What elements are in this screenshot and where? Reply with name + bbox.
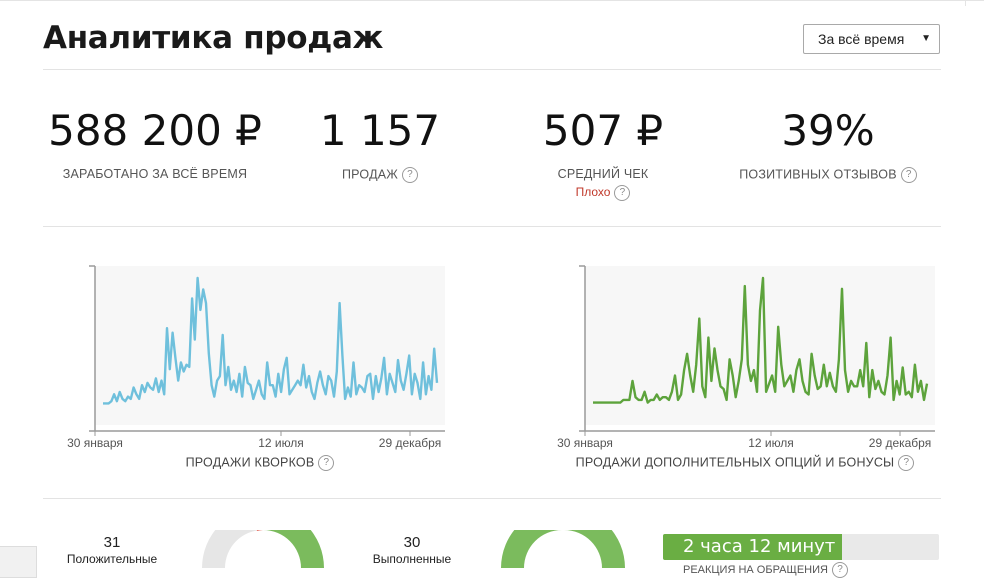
help-icon[interactable]: ? (900, 167, 917, 183)
response-time-label: РЕАКЦИЯ НА ОБРАЩЕНИЯ? (683, 562, 848, 578)
response-time-value: 2 часа 12 минут (683, 536, 836, 557)
kworks-series-line (103, 276, 439, 405)
positive-count: 31 (103, 534, 121, 551)
stat-earned-value: 588 200 ₽ (48, 106, 262, 155)
divider-header (43, 69, 941, 70)
done-label: Выполненные (372, 552, 452, 566)
help-icon[interactable]: ? (614, 185, 631, 201)
positive-label: Положительные (66, 552, 158, 566)
top-border-tick (965, 0, 966, 6)
period-select[interactable]: За всё время ▼ (803, 24, 940, 54)
kworks-sales-chart: 30 января 12 июля 29 декабря (67, 265, 445, 450)
stat-sales: 1 157 ПРОДАЖ? (265, 110, 495, 183)
kworks-x-tick-label: 30 января (67, 436, 123, 450)
response-time-fill (663, 534, 843, 560)
help-icon[interactable]: ? (318, 455, 335, 471)
stat-avg-check-rating: Плохо? (488, 185, 718, 201)
kworks-sales-caption: ПРОДАЖИ КВОРКОВ? (60, 455, 460, 471)
options-sales-caption: ПРОДАЖИ ДОПОЛНИТЕЛЬНЫХ ОПЦИЙ И БОНУСЫ? (540, 455, 950, 471)
stat-avg-check-value: 507 ₽ (542, 106, 664, 155)
stat-sales-value: 1 157 (319, 106, 441, 155)
kworks-plot-area (95, 266, 445, 425)
options-sales-chart: 30 января 12 июля 29 декабря (557, 265, 935, 450)
done-count: 30 (403, 534, 421, 551)
stat-sales-label: ПРОДАЖ? (265, 167, 495, 183)
divider-stats (43, 226, 941, 227)
options-series-line (593, 276, 929, 404)
divider-charts (43, 498, 941, 499)
stat-positive-reviews-value: 39% (781, 106, 875, 155)
page-title: Аналитика продаж (43, 20, 384, 56)
response-time-bar: 2 часа 12 минут (663, 534, 939, 560)
stat-avg-check: 507 ₽ СРЕДНИЙ ЧЕК Плохо? (488, 110, 718, 201)
stat-avg-check-label: СРЕДНИЙ ЧЕК (557, 167, 649, 181)
options-x-tick-label: 29 декабря (869, 436, 931, 450)
stat-positive-reviews-label: ПОЗИТИВНЫХ ОТЗЫВОВ? (713, 167, 943, 183)
period-select-value: За всё время (818, 31, 905, 47)
help-icon[interactable]: ? (831, 562, 848, 578)
kworks-x-tick-label: 29 декабря (379, 436, 441, 450)
stat-earned-label: ЗАРАБОТАНО ЗА ВСЁ ВРЕМЯ (62, 167, 248, 181)
top-border (0, 0, 984, 1)
stat-earned: 588 200 ₽ ЗАРАБОТАНО ЗА ВСЁ ВРЕМЯ (40, 106, 270, 182)
options-x-tick-label: 30 января (557, 436, 613, 450)
help-icon[interactable]: ? (402, 167, 419, 183)
kworks-x-tick-label: 12 июля (258, 436, 304, 450)
options-plot-area (585, 266, 935, 425)
done-donut (501, 530, 625, 568)
help-icon[interactable]: ? (898, 455, 915, 471)
side-tab[interactable] (0, 546, 37, 578)
caret-down-icon: ▼ (921, 33, 931, 44)
options-x-tick-label: 12 июля (748, 436, 794, 450)
positive-donut (202, 530, 324, 568)
stat-positive-reviews: 39% ПОЗИТИВНЫХ ОТЗЫВОВ? (713, 110, 943, 183)
